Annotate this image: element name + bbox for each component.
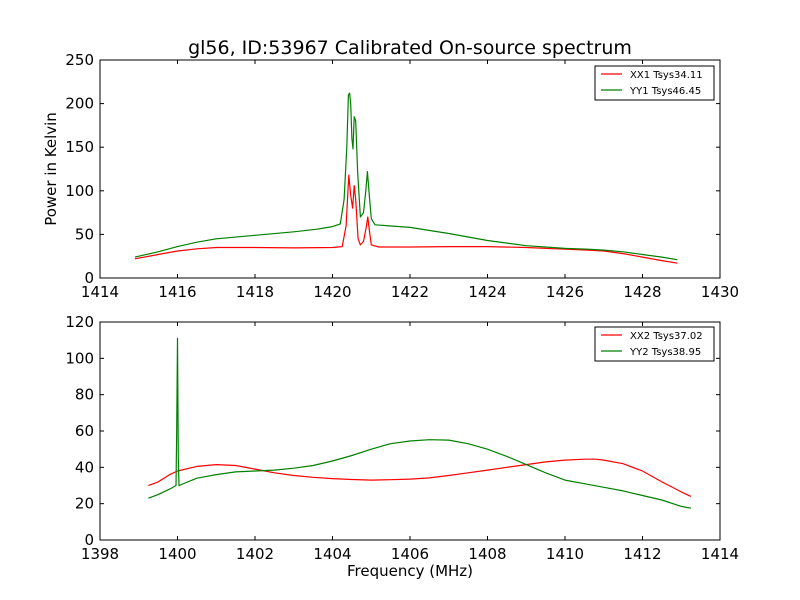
top-ytick-label: 250 <box>65 51 94 69</box>
top-xtick-label: 1422 <box>391 283 429 301</box>
top-plot-lines <box>134 92 678 264</box>
top-ytick-label: 200 <box>65 95 94 113</box>
bottom-plot-lines <box>148 337 692 509</box>
bottom-xtick-label: 1406 <box>391 545 429 563</box>
top-xtick-label: 1420 <box>313 283 351 301</box>
bottom-ytick-label: 60 <box>75 422 94 440</box>
chart-title: gl56, ID:53967 Calibrated On-source spec… <box>188 37 632 59</box>
top-series-line-1 <box>134 174 678 264</box>
top-xtick-label: 1414 <box>81 283 119 301</box>
legend-label-yy2: YY2 Tsys38.95 <box>629 347 701 358</box>
bottom-plot-ticks: 1398 1400 1402 1404 1406 1408 1410 1412 1414 0 20 4… <box>65 313 739 563</box>
legend-box <box>594 65 715 101</box>
top-xtick-label: 1426 <box>546 283 584 301</box>
top-series-line-2 <box>134 92 678 261</box>
top-plot-ticks: 1414 1416 1418 1420 1422 1424 1426 1428 1430 0 50 1… <box>65 51 739 301</box>
top-xtick-label: 1424 <box>468 283 506 301</box>
top-plot: 1414 1416 1418 1420 1422 1424 1426 1428 1430 0 50 1… <box>42 51 739 301</box>
bottom-xtick-label: 1414 <box>701 545 739 563</box>
bottom-ytick-label: 100 <box>65 349 94 367</box>
bottom-ytick-label: 0 <box>84 531 94 549</box>
bottom-ytick-label: 40 <box>75 458 94 476</box>
legend-label-xx2: XX2 Tsys37.02 <box>630 331 703 342</box>
bottom-xtick-label: 1412 <box>623 545 661 563</box>
top-ytick-label: 50 <box>75 225 94 243</box>
bottom-xtick-label: 1410 <box>546 545 584 563</box>
bottom-plot-xlabel: Frequency (MHz) <box>347 562 473 580</box>
bottom-plot-legend: XX2 Tsys37.02 YY2 Tsys38.95 <box>594 326 715 362</box>
bottom-ytick-label: 80 <box>75 386 94 404</box>
bottom-ytick-label: 20 <box>75 495 94 513</box>
bottom-xtick-label: 1404 <box>313 545 351 563</box>
top-plot-legend: XX1 Tsys34.11 YY1 Tsys46.45 <box>594 65 715 101</box>
bottom-xtick-label: 1398 <box>81 545 119 563</box>
bottom-plot: 1398 1400 1402 1404 1406 1408 1410 1412 1414 0 20 4… <box>65 313 739 580</box>
bottom-series-line-1 <box>148 458 692 497</box>
legend-box <box>594 326 715 362</box>
top-ytick-label: 150 <box>65 138 94 156</box>
bottom-xtick-label: 1402 <box>236 545 274 563</box>
top-xtick-label: 1418 <box>236 283 274 301</box>
bottom-series-line-2 <box>148 337 692 509</box>
bottom-xtick-label: 1408 <box>468 545 506 563</box>
top-xtick-label: 1428 <box>623 283 661 301</box>
top-ytick-label: 100 <box>65 182 94 200</box>
legend-label-xx1: XX1 Tsys34.11 <box>630 70 703 81</box>
top-xtick-label: 1416 <box>158 283 196 301</box>
top-ytick-label: 0 <box>84 269 94 287</box>
bottom-xtick-label: 1400 <box>158 545 196 563</box>
bottom-ytick-label: 120 <box>65 313 94 331</box>
legend-label-yy1: YY1 Tsys46.45 <box>629 86 701 97</box>
top-xtick-label: 1430 <box>701 283 739 301</box>
top-plot-ylabel: Power in Kelvin <box>42 112 60 226</box>
